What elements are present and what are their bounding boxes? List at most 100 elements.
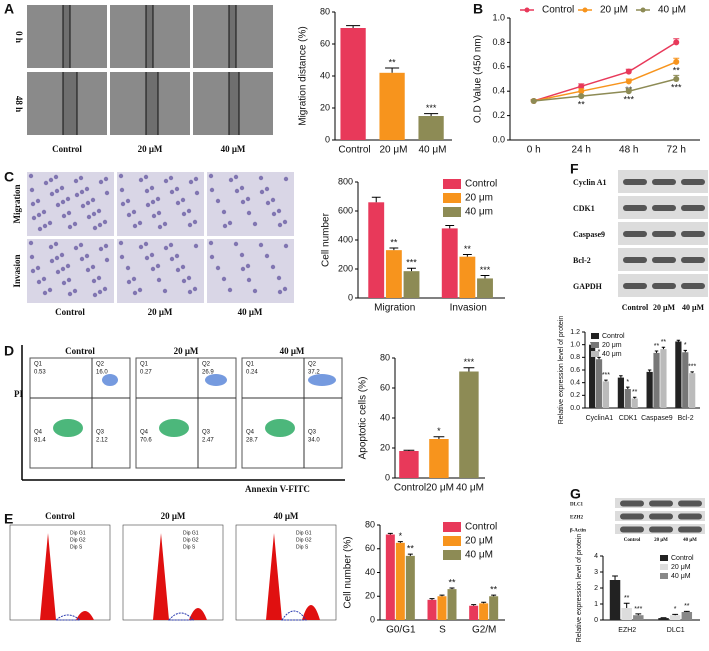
cell: [47, 287, 53, 293]
error-bar: [690, 371, 694, 374]
legend-swatch: [443, 550, 461, 560]
cell: [240, 199, 246, 205]
cell: [168, 242, 174, 248]
cell: [29, 187, 35, 193]
x-tick-label: EZH2: [618, 627, 636, 634]
y-axis-label: Apoptotic cells (%): [358, 377, 369, 460]
legend-swatch: [443, 179, 461, 189]
error-bar: [578, 94, 585, 97]
cell: [163, 178, 169, 184]
error-bar: [673, 57, 680, 62]
cell: [31, 215, 37, 221]
panel-letter: G: [570, 486, 581, 502]
x-tick-label: 40 μM: [456, 483, 484, 494]
significance: ***: [406, 258, 417, 268]
legend-label: 20 μM: [465, 536, 493, 547]
cell: [72, 288, 78, 294]
cell: [53, 241, 59, 247]
cell: [60, 266, 66, 272]
bar: [675, 341, 682, 408]
panel-letter: E: [4, 511, 13, 527]
cell: [92, 225, 98, 231]
flow-title: 20 μM: [174, 346, 199, 356]
cell: [49, 191, 55, 197]
x-tick-label: CDK1: [619, 415, 638, 422]
line: [533, 61, 677, 102]
wound-column-label: 40 μM: [221, 144, 246, 154]
blot-row-label: GAPDH: [573, 282, 603, 291]
cell: [65, 196, 71, 202]
cell: [30, 268, 36, 274]
quadrant-value: 0.24: [246, 370, 258, 376]
blot-band: [652, 205, 676, 211]
error-bar: [439, 594, 445, 597]
cell: [120, 201, 126, 207]
quadrant-label: Q4: [246, 430, 255, 436]
significance: **: [464, 244, 472, 254]
cell: [234, 188, 240, 194]
g2-peak: [189, 608, 207, 620]
cell: [104, 190, 110, 196]
histogram-legend: Dip S: [296, 544, 309, 550]
quadrant-value: 26.9: [202, 370, 214, 376]
legend-label: 40 μM: [671, 573, 691, 580]
error-bar: [619, 375, 623, 378]
panel-letter: D: [4, 343, 14, 359]
cell: [175, 200, 181, 206]
blot-column-label: 40 μM: [682, 303, 705, 312]
histogram-legend: Dip S: [183, 544, 196, 550]
blot-band: [620, 513, 644, 520]
bar: [681, 612, 693, 620]
cell: [156, 210, 162, 216]
legend-swatch: [524, 7, 530, 13]
bar: [368, 202, 385, 298]
cell: [162, 288, 168, 294]
blot-band: [652, 179, 676, 185]
blot-band: [681, 257, 705, 263]
cell: [103, 243, 109, 249]
significance: ***: [480, 265, 491, 275]
cell: [66, 210, 72, 216]
bar: [689, 373, 696, 408]
cell: [259, 189, 265, 195]
blot-column-label: 20 μM: [654, 538, 668, 543]
legend-label: 20 μM: [671, 564, 691, 571]
panel-letter: A: [4, 1, 14, 17]
x-tick-label: Migration: [374, 303, 415, 314]
quadrant-label: Q2: [308, 362, 317, 368]
y-tick-label: 3: [594, 569, 598, 576]
bar: [379, 72, 405, 140]
error-bar: [654, 350, 659, 353]
cell: [66, 277, 72, 283]
cell: [282, 219, 288, 225]
significance: **: [624, 595, 630, 602]
significance: ***: [671, 82, 682, 92]
histogram-frame: [122, 524, 224, 621]
quadrant-value: 37.2: [308, 370, 320, 376]
x-tick-label: G2/M: [472, 625, 496, 636]
y-tick-label: 0.2: [570, 392, 580, 399]
error-bar: [625, 88, 632, 92]
y-tick-label: 0.8: [492, 37, 505, 47]
panel-letter: F: [570, 161, 579, 177]
significance: ***: [634, 606, 642, 613]
wound-gap: [63, 5, 70, 68]
cell: [186, 208, 192, 214]
cell: [277, 222, 283, 228]
cell: [137, 287, 143, 293]
significance: *: [674, 606, 677, 613]
cell: [35, 198, 41, 204]
error-bar: [424, 113, 439, 116]
legend-label: Control: [671, 555, 694, 562]
blot-row-label: DLC1: [570, 503, 584, 508]
significance: ***: [623, 95, 634, 105]
bar: [437, 596, 447, 620]
panel-letter: C: [4, 169, 14, 185]
significance: *: [399, 531, 403, 541]
y-tick-label: 0: [385, 472, 390, 482]
blot-band: [649, 526, 673, 533]
legend-label: 20 μm: [602, 342, 622, 349]
legend-label: 40 μM: [465, 550, 493, 561]
g2-peak: [302, 605, 320, 620]
y-tick-label: 0.0: [570, 405, 580, 412]
